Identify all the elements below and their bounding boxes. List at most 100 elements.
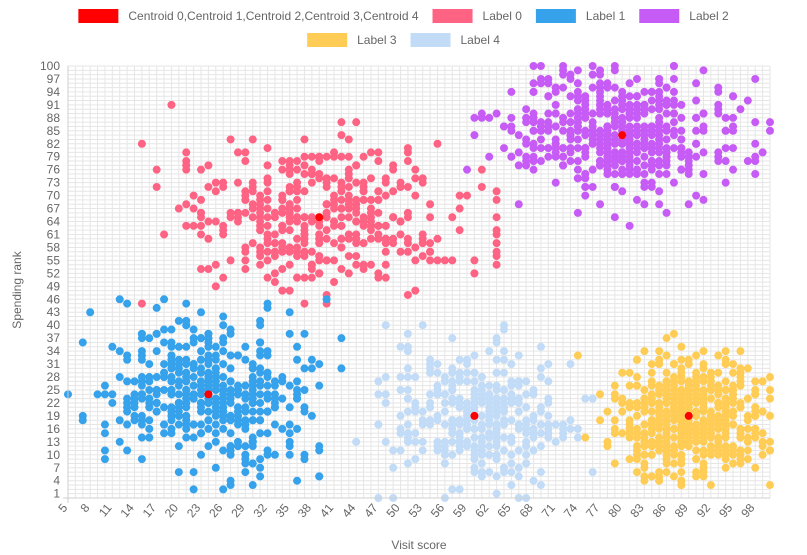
scatter-point-label-1 — [137, 347, 146, 356]
scatter-point-label-3 — [692, 424, 701, 433]
scatter-point-label-2 — [655, 148, 664, 157]
scatter-point-label-0 — [226, 213, 235, 222]
scatter-point-label-2 — [699, 122, 708, 131]
scatter-point-label-0 — [492, 239, 501, 248]
scatter-point-label-0 — [307, 170, 316, 178]
scatter-point-label-0 — [278, 243, 287, 252]
scatter-point-label-3 — [625, 368, 634, 377]
scatter-point-label-3 — [699, 468, 708, 477]
scatter-point-label-1 — [307, 364, 316, 373]
scatter-point-label-0 — [293, 273, 302, 282]
scatter-point-label-4 — [470, 394, 479, 403]
x-tick-label: 71 — [539, 501, 559, 520]
scatter-point-label-2 — [573, 66, 582, 75]
scatter-point-label-3 — [751, 463, 760, 472]
scatter-point-label-4 — [529, 476, 538, 485]
scatter-point-label-3 — [699, 437, 708, 446]
scatter-point-label-1 — [137, 455, 146, 464]
scatter-point-label-0 — [211, 217, 220, 226]
scatter-point-label-4 — [411, 407, 420, 416]
scatter-point-label-2 — [684, 161, 693, 170]
y-tick-label: 46 — [47, 292, 61, 306]
y-tick-label: 49 — [47, 279, 61, 293]
scatter-point-label-2 — [499, 144, 508, 153]
scatter-point-label-2 — [692, 152, 701, 161]
scatter-point-label-3 — [721, 433, 730, 442]
scatter-point-label-1 — [293, 424, 302, 433]
scatter-point-label-1 — [226, 398, 235, 407]
scatter-point-label-3 — [751, 424, 760, 433]
scatter-point-label-3 — [647, 450, 656, 459]
y-tick-label: 25 — [47, 383, 61, 397]
scatter-point-label-0 — [219, 273, 228, 282]
scatter-point-label-3 — [669, 442, 678, 451]
scatter-point-label-1 — [300, 450, 309, 459]
scatter-point-label-0 — [315, 152, 324, 161]
scatter-point-label-1 — [174, 442, 183, 451]
scatter-point-label-4 — [499, 446, 508, 455]
scatter-point-label-2 — [662, 170, 671, 178]
scatter-point-label-0 — [366, 204, 375, 213]
scatter-point-label-0 — [381, 260, 390, 269]
scatter-point-label-1 — [226, 351, 235, 360]
scatter-point-label-3 — [596, 416, 605, 425]
scatter-point-label-3 — [729, 386, 738, 394]
scatter-point-label-2 — [596, 79, 605, 88]
y-tick-label: 64 — [47, 215, 61, 229]
scatter-point-label-0 — [344, 213, 353, 222]
scatter-point-label-2 — [751, 170, 760, 178]
scatter-point-label-2 — [677, 144, 686, 153]
scatter-point-label-3 — [603, 437, 612, 446]
scatter-point-label-1 — [174, 355, 183, 364]
scatter-point-label-1 — [145, 403, 154, 412]
scatter-point-label-4 — [440, 390, 449, 399]
legend-item[interactable]: Label 2 — [639, 9, 729, 23]
scatter-point-label-2 — [669, 144, 678, 153]
scatter-point-label-1 — [256, 416, 265, 425]
scatter-point-label-0 — [182, 200, 191, 209]
data-points — [64, 62, 774, 502]
scatter-point-label-4 — [440, 407, 449, 416]
legend[interactable]: Centroid 0,Centroid 1,Centroid 2,Centroi… — [78, 9, 729, 47]
scatter-point-label-2 — [751, 118, 760, 127]
scatter-point-label-3 — [655, 407, 664, 416]
legend-item[interactable]: Label 1 — [535, 9, 626, 23]
scatter-point-label-4 — [426, 364, 435, 373]
legend-swatch — [432, 9, 473, 23]
scatter-point-label-1 — [123, 351, 132, 360]
scatter-point-label-4 — [403, 373, 412, 382]
scatter-point-label-0 — [492, 260, 501, 269]
scatter-point-label-2 — [610, 62, 619, 70]
scatter-point-label-1 — [293, 355, 302, 364]
scatter-point-label-1 — [300, 386, 309, 394]
scatter-point-label-1 — [241, 420, 250, 429]
legend-item[interactable]: Label 0 — [432, 9, 523, 23]
scatter-point-label-2 — [677, 135, 686, 144]
scatter-point-label-3 — [714, 433, 723, 442]
scatter-point-label-0 — [197, 230, 206, 239]
scatter-point-label-0 — [300, 273, 309, 282]
x-tick-label: 50 — [384, 501, 404, 520]
scatter-point-label-1 — [189, 468, 198, 477]
scatter-point-label-2 — [603, 83, 612, 92]
scatter-point-label-4 — [514, 472, 523, 481]
y-tick-label: 1 — [53, 487, 60, 501]
scatter-point-label-3 — [743, 416, 752, 425]
scatter-point-label-4 — [492, 437, 501, 446]
scatter-point-label-3 — [610, 394, 619, 403]
scatter-point-label-0 — [322, 213, 331, 222]
legend-item[interactable]: Label 4 — [410, 33, 501, 47]
scatter-point-label-1 — [160, 403, 169, 412]
scatter-point-label-4 — [536, 468, 545, 477]
scatter-point-label-1 — [211, 437, 220, 446]
scatter-point-label-0 — [285, 260, 294, 269]
centroid-point — [470, 411, 479, 420]
legend-item[interactable]: Label 3 — [307, 33, 397, 47]
scatter-point-label-2 — [625, 122, 634, 131]
scatter-point-label-2 — [684, 148, 693, 157]
scatter-point-label-2 — [721, 126, 730, 135]
legend-item[interactable]: Centroid 0,Centroid 1,Centroid 2,Centroi… — [78, 9, 419, 23]
scatter-point-label-0 — [248, 178, 257, 187]
scatter-point-label-2 — [647, 182, 656, 191]
scatter-point-label-0 — [315, 174, 324, 183]
